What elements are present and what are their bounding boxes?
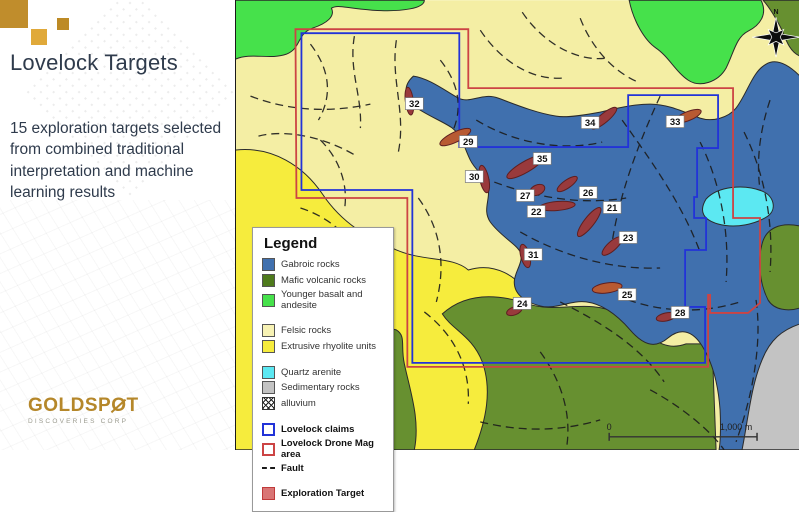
target-number-label (532, 152, 552, 165)
target-number-label (618, 231, 638, 244)
target-number-text: 31 (528, 250, 539, 261)
extrusive-swatch (262, 339, 275, 353)
felsic-swatch (262, 324, 275, 337)
map-legend: Legend Gabroic rocks Mafic volcanic rock… (252, 227, 394, 512)
north-label: N (773, 9, 778, 16)
scale-bar (608, 432, 758, 441)
target-number-label (458, 135, 478, 148)
logo-pick-o-icon: O (111, 395, 127, 416)
target-number-text: 25 (622, 290, 633, 301)
region-younger-basalt (236, 0, 425, 60)
legend-item-felsic: Felsic rocks (262, 324, 384, 337)
scale-distance-label: 1,000 m (720, 422, 752, 432)
exploration-target-blob (556, 175, 578, 193)
target-number-label (523, 248, 543, 261)
legend-item-mafic: Mafic volcanic rocks (262, 273, 384, 287)
target-number-label (665, 115, 685, 128)
target-number-label (617, 288, 637, 301)
target-number-text: 35 (537, 154, 548, 165)
target-number-label (670, 306, 690, 319)
goldspot-logo: GOLDSPOT DISCOVERIES CORP (28, 396, 139, 425)
logo-subtitle: DISCOVERIES CORP (28, 418, 129, 425)
target-number-text: 21 (607, 203, 618, 214)
drone-mag-area-outline (294, 28, 761, 368)
exploration-target-blob (439, 127, 472, 147)
target-number-text: 32 (409, 99, 420, 110)
sedimentary-swatch (262, 381, 275, 394)
gold-square-decoration (31, 29, 47, 45)
target-number-label (580, 116, 600, 129)
legend-item-alluvium: alluvium (262, 396, 384, 410)
drone-mag-outline-swatch (262, 442, 275, 456)
region-younger-basalt (628, 0, 765, 85)
scale-zero-label: 0 (607, 422, 612, 432)
legend-item-quartz-arenite: Quartz arenite (262, 365, 384, 379)
target-number-label (512, 297, 532, 310)
page-title: Lovelock Targets (10, 50, 178, 75)
legend-item-lovelock-claims: Lovelock claims (262, 422, 384, 436)
slide: Lovelock Targets 15 exploration targets … (0, 0, 800, 450)
target-number-text: 34 (585, 118, 596, 129)
target-number-text: 24 (517, 299, 528, 310)
target-number-label (404, 97, 424, 110)
target-number-label (578, 186, 598, 199)
legend-item-exploration-target: Exploration Target (262, 486, 384, 500)
legend-item-drone-mag: Lovelock Drone Mag area (262, 438, 384, 460)
target-number-label (526, 205, 546, 218)
target-number-text: 29 (463, 137, 474, 148)
quartz-arenite-swatch (262, 365, 275, 379)
target-number-text: 33 (670, 117, 681, 128)
fault-dash-swatch (262, 467, 275, 469)
target-number-label (602, 201, 622, 214)
target-number-text: 30 (469, 172, 480, 183)
geology-map: 21 22 23 24 25 26 27 28 29 30 31 32 33 34 35 0 1,000 m… (235, 0, 800, 512)
legend-item-younger-basalt: Younger basalt and andesite (262, 289, 384, 311)
target-number-text: 23 (623, 233, 634, 244)
target-number-text: 27 (520, 191, 531, 202)
claims-outline-swatch (262, 422, 275, 436)
geology-map-canvas: 21 22 23 24 25 26 27 28 29 30 31 32 33 34 35 0 1,000 m… (236, 0, 799, 450)
legend-item-sedimentary: Sedimentary rocks (262, 381, 384, 394)
legend-title: Legend (264, 235, 318, 252)
north-arrow-icon: N (751, 9, 799, 58)
legend-item-extrusive: Extrusive rhyolite units (262, 339, 384, 353)
gold-square-decoration (57, 18, 69, 30)
region-sedimentary-rocks (741, 323, 799, 450)
target-number-label (515, 189, 535, 202)
gabbroic-swatch (262, 258, 275, 271)
target-number-label (464, 170, 484, 183)
gold-square-decoration (0, 0, 28, 28)
goldspot-wordmark: GOLDSPOT (28, 395, 139, 416)
mafic-swatch (262, 273, 275, 287)
exploration-target-blob (576, 207, 602, 238)
target-number-text: 22 (531, 207, 542, 218)
younger-basalt-swatch (262, 293, 275, 307)
alluvium-hatch-swatch (262, 396, 275, 410)
legend-item-gabbroic: Gabroic rocks (262, 258, 384, 271)
target-number-text: 28 (675, 308, 686, 319)
slide-body-text: 15 exploration targets selected from com… (10, 120, 222, 202)
left-text-panel: Lovelock Targets 15 exploration targets … (0, 0, 235, 450)
exploration-target-blob (591, 282, 623, 294)
exploration-target-swatch (262, 486, 275, 500)
target-number-text: 26 (583, 188, 594, 199)
legend-item-fault: Fault (262, 463, 384, 474)
exploration-targets-layer: 21 22 23 24 25 26 27 28 29 30 31 32 33 34 35 (404, 86, 702, 322)
lovelock-claims-outline (300, 32, 719, 364)
